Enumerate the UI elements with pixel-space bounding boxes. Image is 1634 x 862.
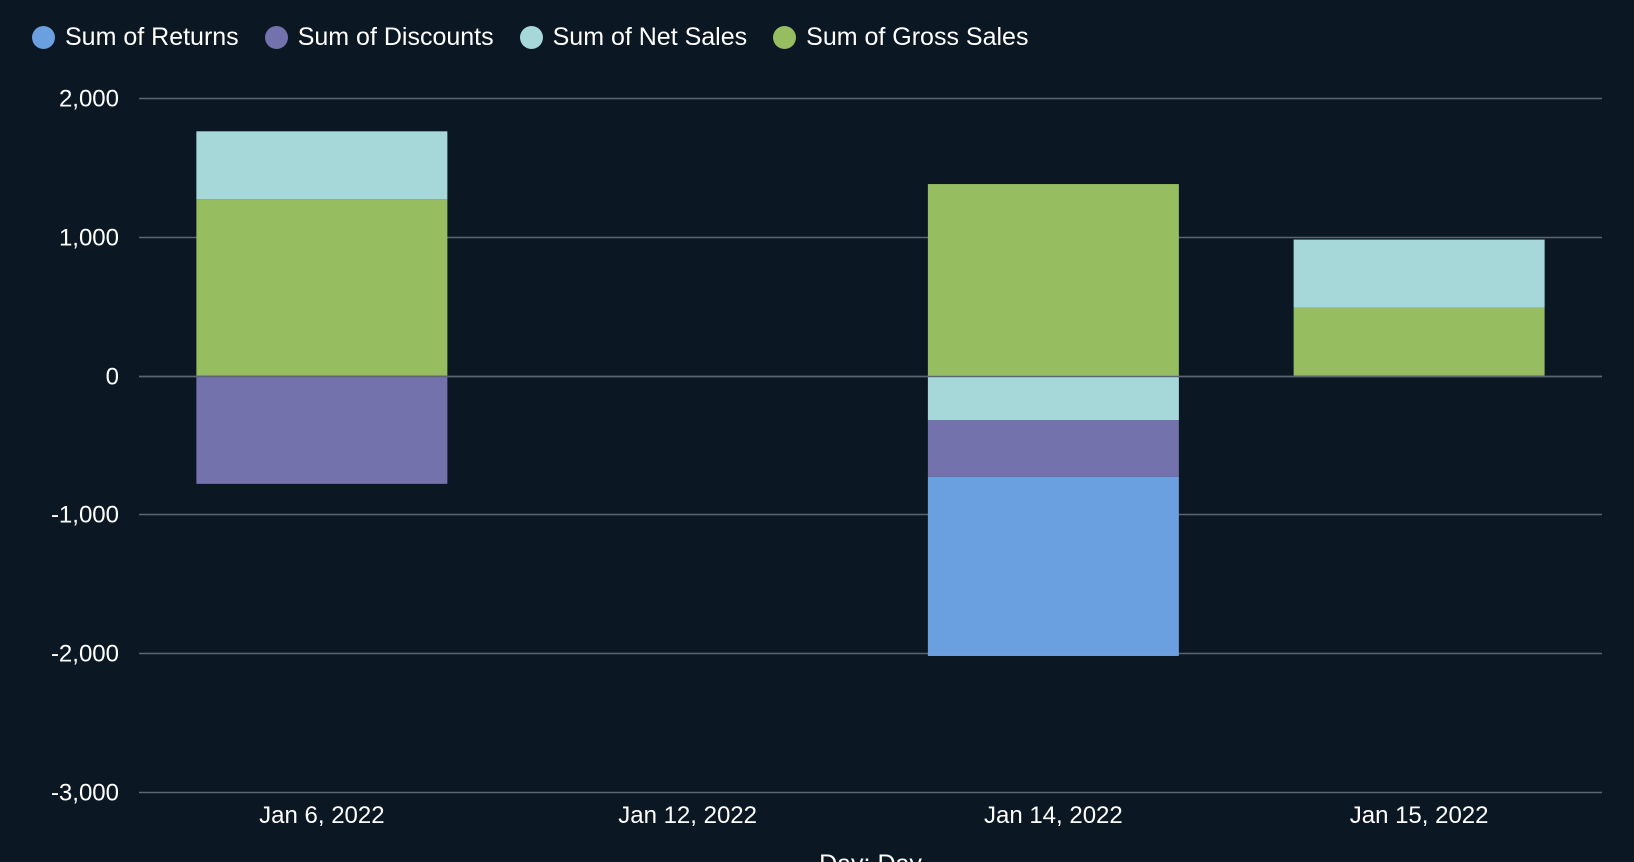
y-tick-label: 0 [106, 364, 119, 391]
legend-item[interactable]: Sum of Net Sales [519, 22, 748, 52]
x-tick-label: Jan 15, 2022 [1350, 802, 1489, 829]
y-tick-label: -1,000 [51, 502, 119, 529]
legend-swatch [773, 25, 797, 49]
x-tick-label: Jan 6, 2022 [259, 802, 384, 829]
bar-segment [1293, 239, 1545, 308]
legend-item[interactable]: Sum of Gross Sales [773, 23, 1028, 52]
y-tick-label: -2,000 [51, 641, 119, 668]
x-axis-title: Day: Day [819, 850, 922, 862]
legend-label: Sum of Gross Sales [806, 22, 1029, 51]
legend-label: Sum of Returns [65, 22, 239, 51]
y-tick-label: 2,000 [59, 86, 119, 113]
bar-segment [196, 131, 448, 200]
legend-swatch [32, 25, 55, 49]
x-tick-label: Jan 12, 2022 [618, 802, 757, 829]
legend: Sum of Returns Sum of Discounts Sum of Net… [32, 18, 1028, 56]
bar-segment [196, 199, 448, 376]
legend-swatch [264, 25, 288, 49]
bar-segment [927, 476, 1179, 656]
y-tick-label: -3,000 [51, 780, 119, 807]
bar-segment [196, 375, 448, 484]
legend-label: Sum of Discounts [297, 22, 494, 51]
legend-swatch [519, 25, 543, 49]
bar-segment [927, 420, 1179, 477]
bar-segment [927, 375, 1179, 421]
bars [196, 131, 1545, 656]
legend-item[interactable]: Sum of Returns [32, 23, 239, 52]
legend-label: Sum of Net Sales [552, 22, 748, 51]
x-tick-label: Jan 14, 2022 [984, 802, 1123, 829]
bar-segment [1293, 307, 1545, 376]
y-tick-label: 1,000 [59, 225, 119, 252]
legend-item[interactable]: Sum of Discounts [264, 22, 494, 52]
bar-segment [927, 184, 1179, 376]
